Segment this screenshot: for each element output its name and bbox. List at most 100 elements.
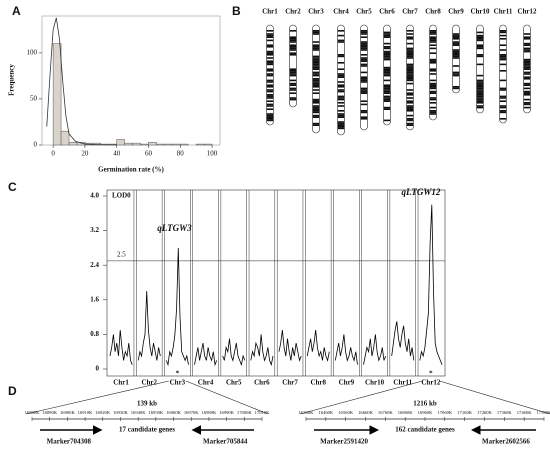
band xyxy=(360,33,368,35)
band xyxy=(523,98,531,101)
band xyxy=(406,78,414,80)
band xyxy=(312,60,320,62)
chromosome-label: Chr6 xyxy=(379,8,395,16)
band xyxy=(266,84,274,86)
band xyxy=(312,100,320,102)
position-label: 17010K xyxy=(255,410,270,415)
band xyxy=(312,89,320,91)
candidate-genes: 162 candidate genes xyxy=(395,426,455,434)
position-label: 16890K xyxy=(42,410,57,415)
band xyxy=(499,111,507,114)
band xyxy=(289,68,297,70)
chromosome-label: Chr5 xyxy=(356,8,372,16)
band xyxy=(523,73,531,75)
band xyxy=(312,116,320,118)
band xyxy=(499,49,507,51)
band xyxy=(383,55,391,58)
band xyxy=(452,86,460,88)
band xyxy=(523,84,531,86)
band xyxy=(312,47,320,50)
band xyxy=(429,47,437,50)
band xyxy=(312,102,320,104)
band xyxy=(406,82,414,85)
qtl-label: qLTGW12 xyxy=(401,187,440,197)
band xyxy=(337,34,345,37)
band xyxy=(406,33,414,35)
band xyxy=(476,47,484,50)
band xyxy=(266,89,274,91)
band xyxy=(360,118,368,120)
chromosome-label: Chr6 xyxy=(254,379,270,387)
band xyxy=(383,33,391,35)
band xyxy=(266,57,274,59)
band xyxy=(452,65,460,67)
band xyxy=(476,98,484,101)
band xyxy=(289,47,297,50)
qtl-label: qLTGW3 xyxy=(157,223,192,233)
band xyxy=(337,81,345,83)
band xyxy=(406,106,414,109)
band xyxy=(406,76,414,78)
band xyxy=(360,103,368,106)
band xyxy=(406,119,414,122)
band xyxy=(523,66,531,69)
band xyxy=(312,84,320,86)
band xyxy=(499,87,507,90)
band xyxy=(337,122,345,125)
position-label: 16960K xyxy=(166,410,181,415)
y-axis-label: Frequency xyxy=(8,64,16,96)
band xyxy=(266,114,274,117)
band xyxy=(499,54,507,56)
zoom-line xyxy=(299,380,423,415)
band xyxy=(406,124,414,126)
band xyxy=(360,44,368,46)
band xyxy=(266,63,274,66)
band xyxy=(476,55,484,58)
bar xyxy=(180,143,189,146)
band xyxy=(523,58,531,61)
band xyxy=(383,108,391,110)
band xyxy=(337,54,345,56)
panel-label: D xyxy=(8,384,17,398)
band xyxy=(360,92,368,94)
band xyxy=(289,46,297,48)
y-tick-label: 50 xyxy=(30,95,38,103)
band xyxy=(266,46,274,48)
band xyxy=(266,34,274,37)
band xyxy=(337,62,345,64)
band xyxy=(383,42,391,45)
position-label: 16660K xyxy=(358,410,373,415)
band xyxy=(337,113,345,115)
band xyxy=(266,94,274,96)
band xyxy=(476,97,484,99)
band xyxy=(452,49,460,51)
band xyxy=(383,89,391,91)
band xyxy=(337,121,345,123)
x-tick-label: 40 xyxy=(113,150,121,158)
band xyxy=(499,97,507,99)
band xyxy=(523,90,531,93)
band xyxy=(312,33,320,35)
band xyxy=(499,70,507,72)
band xyxy=(312,122,320,125)
x-tick-label: 80 xyxy=(177,150,185,158)
position-label: 16990K xyxy=(219,410,234,415)
band xyxy=(452,73,460,75)
band xyxy=(499,106,507,109)
position-label: 17060K xyxy=(437,410,452,415)
position-label: 16360K xyxy=(299,410,314,415)
bar xyxy=(203,143,213,146)
chromosome-label: Chr12 xyxy=(517,8,537,16)
band xyxy=(429,79,437,82)
band xyxy=(383,46,391,48)
band xyxy=(289,36,297,38)
marker-label: Marker2602566 xyxy=(482,438,530,446)
band xyxy=(429,33,437,35)
lod-curve xyxy=(391,321,415,361)
band xyxy=(360,63,368,66)
band xyxy=(429,98,437,101)
band xyxy=(266,54,274,56)
position-label: 16970K xyxy=(184,410,199,415)
band xyxy=(429,92,437,94)
band xyxy=(289,89,297,91)
